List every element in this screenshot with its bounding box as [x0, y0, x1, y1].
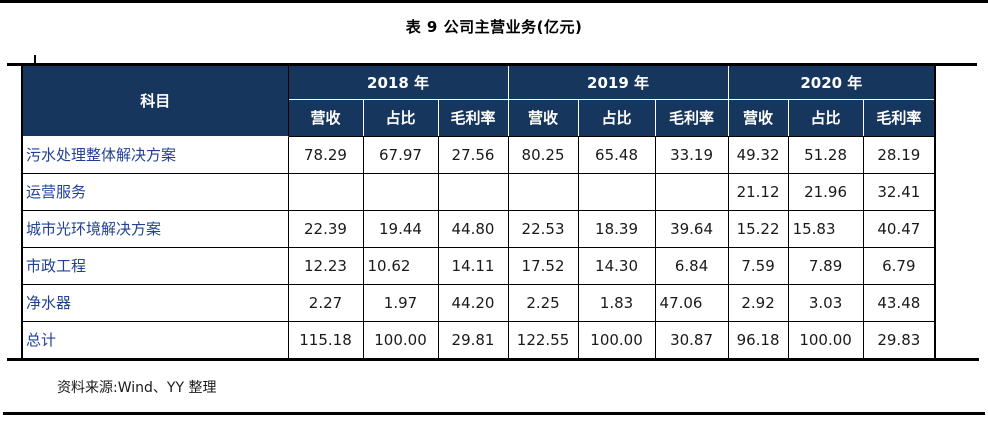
data-cell: 19.44 — [362, 209, 439, 248]
data-cell: 44.20 — [437, 283, 509, 322]
data-cell: 29.81 — [437, 320, 509, 358]
data-cell — [654, 172, 729, 211]
data-cell: 65.48 — [577, 135, 656, 174]
data-cell: 14.11 — [437, 246, 509, 285]
data-cell: 27.56 — [437, 135, 509, 174]
table-body: 污水处理整体解决方案 78.29 67.97 27.56 80.25 65.48… — [21, 135, 937, 358]
data-cell: 21.12 — [727, 172, 789, 211]
header-share-2020: 占比 — [787, 98, 864, 137]
data-cell — [577, 172, 656, 211]
table-row-water-purifier: 净水器 2.27 1.97 44.20 2.25 1.83 47.06 2.92… — [21, 283, 937, 322]
data-cell: 32.41 — [862, 172, 937, 211]
table-row-sewage: 污水处理整体解决方案 78.29 67.97 27.56 80.25 65.48… — [21, 135, 937, 174]
header-margin-2019: 毛利率 — [654, 98, 729, 137]
data-cell: 78.29 — [287, 135, 364, 174]
data-cell: 18.39 — [577, 209, 656, 248]
table-header: 科目 2018 年 2019 年 2020 年 营收 占比 毛利率 营收 占比 … — [21, 66, 937, 137]
data-cell: 96.18 — [727, 320, 789, 358]
data-cell: 47.06 — [654, 283, 729, 322]
source-note: 资料来源:Wind、YY 整理 — [57, 380, 217, 396]
data-cell: 7.59 — [727, 246, 789, 285]
data-cell — [507, 172, 579, 211]
data-cell: 7.89 — [787, 246, 864, 285]
table-top-rule — [7, 63, 977, 66]
page-bottom-rule — [3, 412, 985, 415]
data-cell — [362, 172, 439, 211]
caret-mark — [34, 55, 36, 67]
header-share-2018: 占比 — [362, 98, 439, 137]
metric-header-row: 营收 占比 毛利率 营收 占比 毛利率 营收 占比 毛利率 — [22, 98, 937, 137]
header-revenue-2019: 营收 — [507, 98, 579, 137]
data-cell: 3.03 — [787, 283, 864, 322]
table-row-municipal: 市政工程 12.23 10.62 14.11 17.52 14.30 6.84 … — [21, 246, 937, 285]
table-title: 表 9 公司主营业务(亿元) — [405, 18, 583, 36]
data-cell: 12.23 — [287, 246, 364, 285]
data-cell — [437, 172, 509, 211]
page-top-rule — [0, 0, 988, 3]
table-bottom-rule — [7, 358, 979, 361]
data-cell: 33.19 — [654, 135, 729, 174]
data-cell: 6.79 — [862, 246, 937, 285]
data-cell: 15.83 — [787, 209, 864, 248]
column-group-2019: 2019 年 — [507, 66, 729, 100]
data-cell: 30.87 — [654, 320, 729, 358]
data-cell: 100.00 — [787, 320, 864, 358]
data-cell: 100.00 — [362, 320, 439, 358]
data-cell: 122.55 — [507, 320, 579, 358]
data-cell: 115.18 — [287, 320, 364, 358]
data-cell: 39.64 — [654, 209, 729, 248]
column-group-2018: 2018 年 — [287, 66, 509, 100]
main-business-table: 科目 2018 年 2019 年 2020 年 营收 占比 毛利率 营收 占比 … — [21, 66, 937, 358]
header-revenue-2018: 营收 — [287, 98, 364, 137]
data-cell: 44.80 — [437, 209, 509, 248]
header-margin-2018: 毛利率 — [437, 98, 509, 137]
row-label: 运营服务 — [21, 172, 289, 211]
row-label: 市政工程 — [21, 246, 289, 285]
header-share-2019: 占比 — [577, 98, 656, 137]
data-cell: 1.97 — [362, 283, 439, 322]
data-cell: 15.22 — [727, 209, 789, 248]
data-cell: 43.48 — [862, 283, 937, 322]
data-cell: 17.52 — [507, 246, 579, 285]
data-cell: 29.83 — [862, 320, 937, 358]
data-cell — [287, 172, 364, 211]
column-group-2020: 2020 年 — [727, 66, 937, 100]
row-label: 净水器 — [21, 283, 289, 322]
data-cell: 2.92 — [727, 283, 789, 322]
data-cell: 21.96 — [787, 172, 864, 211]
data-cell: 2.27 — [287, 283, 364, 322]
table-row-operations: 运营服务 21.12 21.96 32.41 — [21, 172, 937, 211]
table-row-total: 总计 115.18 100.00 29.81 122.55 100.00 30.… — [21, 320, 937, 358]
data-cell: 22.53 — [507, 209, 579, 248]
data-cell: 80.25 — [507, 135, 579, 174]
year-header-row: 科目 2018 年 2019 年 2020 年 — [21, 66, 937, 137]
data-cell: 6.84 — [654, 246, 729, 285]
data-cell: 22.39 — [287, 209, 364, 248]
data-cell: 40.47 — [862, 209, 937, 248]
header-revenue-2020: 营收 — [727, 98, 789, 137]
row-label: 总计 — [21, 320, 289, 358]
data-cell: 1.83 — [577, 283, 656, 322]
data-cell: 14.30 — [577, 246, 656, 285]
row-label: 污水处理整体解决方案 — [21, 135, 289, 174]
row-label: 城市光环境解决方案 — [21, 209, 289, 248]
data-cell: 2.25 — [507, 283, 579, 322]
data-cell: 51.28 — [787, 135, 864, 174]
header-margin-2020: 毛利率 — [862, 98, 937, 137]
data-cell: 10.62 — [362, 246, 439, 285]
data-cell: 67.97 — [362, 135, 439, 174]
data-cell: 49.32 — [727, 135, 789, 174]
table-row-urban-lighting: 城市光环境解决方案 22.39 19.44 44.80 22.53 18.39 … — [21, 209, 937, 248]
data-cell: 100.00 — [577, 320, 656, 358]
data-cell: 28.19 — [862, 135, 937, 174]
column-header-subject: 科目 — [21, 66, 289, 137]
